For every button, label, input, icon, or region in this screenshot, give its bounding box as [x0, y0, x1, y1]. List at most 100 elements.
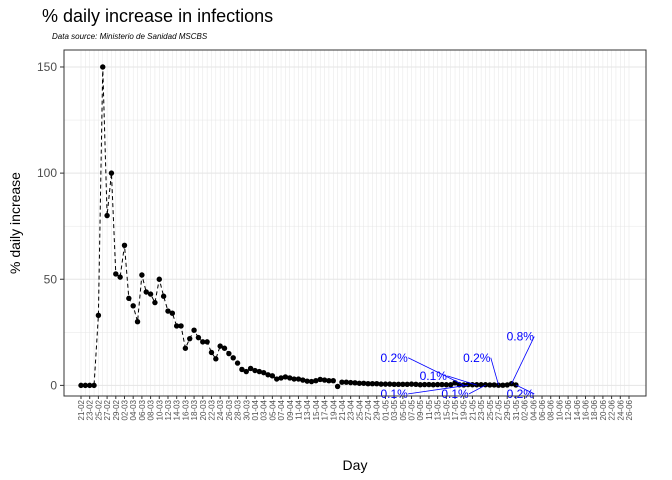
- x-tick-label: 20-03: [199, 399, 208, 420]
- data-point: [317, 376, 323, 383]
- x-tick-label: 13-04: [303, 399, 312, 420]
- x-tick-label: 25-04: [355, 399, 364, 420]
- data-point: [217, 343, 223, 349]
- x-tick-label: 23-05: [477, 399, 486, 420]
- x-tick-label: 17-05: [451, 399, 460, 420]
- data-point: [421, 381, 428, 388]
- x-tick-label: 24-06: [616, 399, 625, 420]
- x-tick-label: 05-05: [399, 399, 408, 420]
- data-point: [413, 381, 419, 388]
- x-tick-label: 10-03: [155, 399, 164, 420]
- x-tick-label: 02-06: [521, 399, 530, 420]
- data-point: [126, 295, 132, 302]
- x-tick-label: 27-04: [364, 399, 373, 420]
- data-point: [134, 319, 141, 325]
- x-tick-label: 15-05: [442, 399, 451, 420]
- data-point: [495, 382, 502, 388]
- data-point: [347, 379, 354, 386]
- y-axis-label: % daily increase: [7, 172, 23, 274]
- annotations: 0.2% 0.1% 0.1% 0.1% 0.2% 0.8% 0.2%: [380, 330, 535, 401]
- data-point: [160, 293, 167, 299]
- data-point: [243, 368, 249, 375]
- data-point: [300, 377, 306, 383]
- y-axis-ticks: 0 50 100 150: [37, 60, 64, 392]
- x-tick-label: 03-04: [260, 399, 269, 420]
- data-point: [387, 381, 393, 387]
- x-axis-label: Day: [343, 457, 368, 473]
- x-tick-label: 19-05: [460, 399, 469, 420]
- annotation-label: 0.2%: [507, 387, 535, 401]
- data-point: [147, 291, 154, 297]
- data-point: [356, 380, 363, 386]
- data-point: [173, 323, 180, 329]
- data-point: [121, 242, 128, 248]
- data-point: [500, 382, 506, 388]
- data-point: [404, 381, 410, 388]
- data-point: [274, 376, 280, 382]
- data-point: [86, 382, 93, 389]
- data-point: [169, 310, 176, 316]
- data-point: [195, 334, 202, 341]
- annotation-leader-line: [511, 336, 535, 384]
- annotation-leader-line: [408, 384, 469, 395]
- data-point: [187, 335, 193, 342]
- x-tick-label: 21-04: [338, 399, 347, 420]
- data-point: [256, 368, 263, 375]
- data-point: [408, 381, 415, 387]
- x-tick-label: 24-03: [216, 399, 225, 420]
- data-point: [374, 380, 380, 387]
- data-point: [182, 345, 189, 351]
- x-tick-label: 03-05: [390, 399, 399, 420]
- x-tick-label: 14-03: [173, 399, 182, 420]
- data-point: [287, 375, 293, 381]
- annotation-leader-line: [407, 357, 464, 386]
- x-tick-label: 16-03: [181, 399, 190, 420]
- data-point: [491, 382, 497, 388]
- annotation-leader-line: [490, 357, 499, 386]
- data-point: [478, 382, 484, 388]
- x-tick-label: 25-02: [94, 399, 103, 420]
- annotation-label: 0.2%: [380, 351, 408, 365]
- data-point: [430, 382, 436, 388]
- data-point: [204, 339, 210, 345]
- x-tick-label: 29-05: [503, 399, 512, 420]
- annotation-label: 0.1%: [420, 369, 448, 383]
- x-tick-label: 05-04: [268, 399, 277, 420]
- data-point: [247, 365, 254, 372]
- grid-lines: [64, 50, 646, 396]
- x-tick-label: 29-04: [373, 399, 382, 420]
- annotation-label: 0.1%: [380, 387, 408, 401]
- data-point: [191, 327, 197, 333]
- plot-panel-border: [63, 49, 647, 397]
- data-point: [143, 289, 149, 295]
- data-point: [360, 380, 367, 386]
- data-point: [265, 372, 271, 378]
- data-point: [426, 381, 432, 388]
- data-point: [334, 383, 341, 390]
- data-point: [395, 381, 402, 388]
- data-point: [213, 356, 219, 362]
- x-tick-label: 12-03: [164, 399, 173, 420]
- data-point: [278, 375, 284, 381]
- data-point: [113, 271, 119, 277]
- x-tick-label: 26-03: [225, 399, 234, 420]
- data-point: [295, 376, 302, 382]
- x-tick-label: 04-03: [129, 399, 138, 420]
- data-point: [474, 382, 480, 388]
- x-tick-label: 26-06: [625, 399, 634, 420]
- x-tick-label: 06-03: [138, 399, 147, 420]
- data-point: [104, 212, 110, 219]
- data-point: [343, 379, 350, 385]
- x-tick-label: 22-03: [207, 399, 216, 420]
- x-tick-label: 13-05: [434, 399, 443, 420]
- annotation-leader-line: [515, 384, 535, 395]
- data-point: [391, 381, 397, 388]
- x-tick-label: 30-03: [242, 399, 251, 420]
- x-tick-label: 07-04: [277, 399, 286, 420]
- data-point: [339, 379, 345, 385]
- data-point: [260, 369, 267, 376]
- x-tick-label: 01-04: [251, 399, 260, 420]
- x-tick-label: 23-04: [347, 399, 356, 420]
- data-point: [417, 382, 423, 388]
